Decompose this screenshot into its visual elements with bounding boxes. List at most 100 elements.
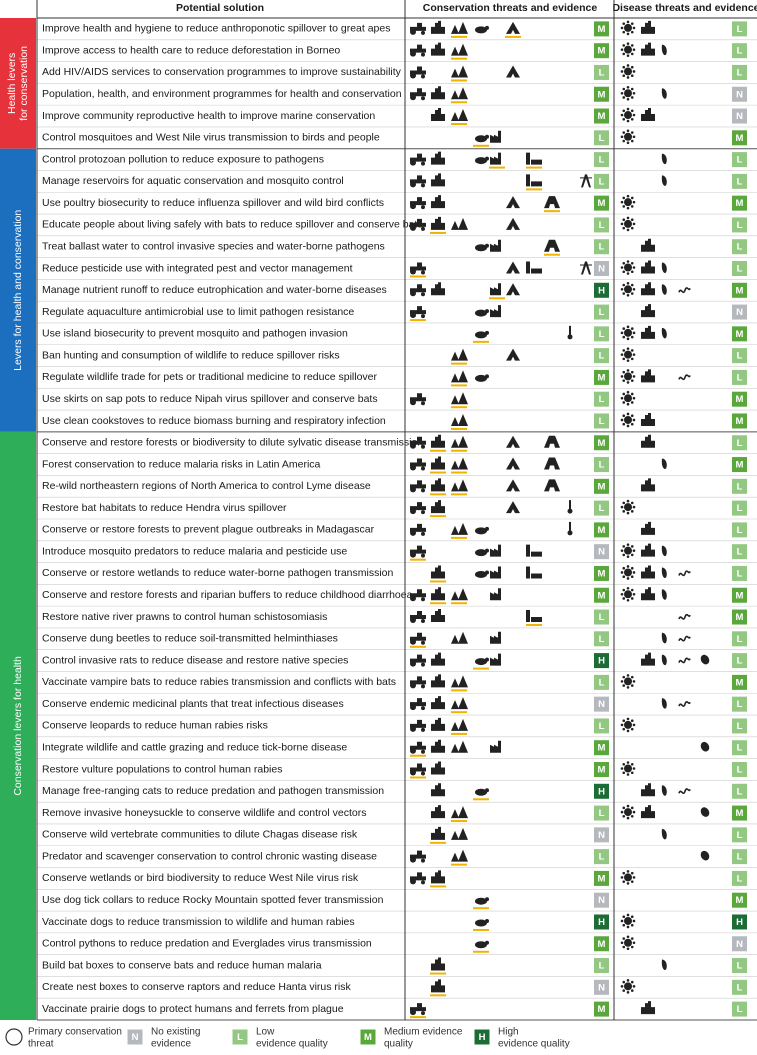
icon	[451, 435, 468, 448]
icon-part	[410, 399, 416, 406]
icon-part	[410, 611, 426, 620]
icon	[490, 566, 501, 579]
icon-part	[626, 761, 630, 764]
evidence-badge	[594, 239, 609, 255]
icon	[431, 456, 445, 470]
icon	[475, 548, 489, 557]
icon	[410, 676, 426, 689]
icon	[431, 696, 445, 710]
icon	[451, 479, 468, 492]
icon-part	[451, 849, 468, 862]
icon-part	[451, 522, 468, 535]
evidence-label: L	[737, 699, 743, 710]
icon-part	[700, 807, 710, 817]
icon-part	[626, 870, 630, 873]
icon-part	[421, 510, 425, 515]
icon-part	[622, 261, 626, 265]
icon	[431, 739, 445, 753]
icon-part	[678, 701, 691, 707]
icon-part	[626, 281, 630, 285]
icon-part	[630, 205, 634, 208]
icon-part	[632, 135, 636, 139]
evidence-badge	[732, 1001, 747, 1017]
icon-part	[678, 657, 691, 664]
icon-part	[624, 372, 632, 381]
icon-part	[626, 882, 630, 885]
evidence-label: L	[737, 721, 743, 732]
icon	[678, 287, 691, 294]
icon-part	[632, 505, 636, 509]
icon-part	[410, 28, 416, 35]
evidence-label: N	[598, 895, 605, 906]
icon	[526, 174, 542, 187]
icon-part	[451, 806, 468, 819]
evidence-badge	[594, 914, 609, 930]
icon	[451, 65, 468, 78]
icon-part	[626, 555, 630, 558]
evidence-badge	[732, 478, 747, 494]
evidence-label: N	[598, 830, 605, 841]
icon	[661, 959, 667, 971]
icon-part	[626, 20, 630, 24]
icon-part	[620, 592, 624, 596]
evidence-label: M	[598, 525, 606, 536]
icon-part	[431, 674, 445, 688]
evidence-badge	[732, 892, 747, 908]
icon	[475, 243, 489, 252]
icon-part	[632, 375, 636, 378]
icon-part	[410, 22, 426, 31]
icon-part	[475, 919, 487, 927]
icon-part	[626, 773, 630, 776]
icon-part	[475, 157, 487, 165]
evidence-label: M	[736, 198, 744, 209]
evidence-label: L	[737, 438, 743, 449]
icon-part	[630, 52, 634, 56]
evidence-badge	[594, 21, 609, 37]
evidence-label: N	[132, 1032, 139, 1043]
icon-part	[641, 260, 655, 274]
evidence-badge	[594, 762, 609, 777]
icon-part	[569, 325, 571, 336]
evidence-label: M	[598, 438, 606, 449]
icon-part	[626, 991, 630, 994]
icon-part	[626, 717, 630, 721]
icon	[410, 850, 426, 863]
icon-part	[630, 727, 634, 731]
icon-part	[624, 394, 632, 403]
icon	[526, 610, 542, 623]
evidence-label: L	[737, 743, 743, 754]
icon-part	[431, 42, 445, 56]
icon-part	[620, 48, 624, 51]
icon-part	[620, 810, 624, 814]
evidence-label: L	[737, 242, 743, 253]
icon-part	[410, 284, 426, 293]
icon-part	[626, 424, 630, 428]
evidence-badge	[732, 609, 747, 625]
icon-part	[485, 25, 489, 30]
icon	[580, 261, 592, 275]
evidence-label: M	[598, 568, 606, 579]
evidence-badge	[594, 304, 609, 320]
icon	[661, 44, 667, 56]
icon	[475, 330, 489, 339]
icon	[490, 740, 501, 753]
evidence-badge	[594, 43, 609, 59]
evidence-badge	[732, 152, 747, 168]
icon	[431, 609, 445, 623]
icon	[620, 281, 636, 297]
icon-part	[624, 132, 632, 141]
icon-part	[410, 218, 426, 227]
icon-part	[431, 565, 445, 579]
evidence-badge	[594, 152, 609, 168]
icon-part	[410, 523, 426, 532]
icon-part	[569, 500, 571, 511]
icon-part	[620, 767, 624, 770]
icon	[620, 369, 636, 384]
icon-part	[622, 335, 626, 339]
evidence-badge	[594, 1001, 609, 1017]
icon-part	[678, 788, 691, 795]
solution: Conserve wild vertebrate communities to …	[42, 829, 358, 841]
icon-part	[622, 22, 626, 25]
icon-part	[410, 50, 416, 57]
icon-part	[630, 327, 634, 330]
